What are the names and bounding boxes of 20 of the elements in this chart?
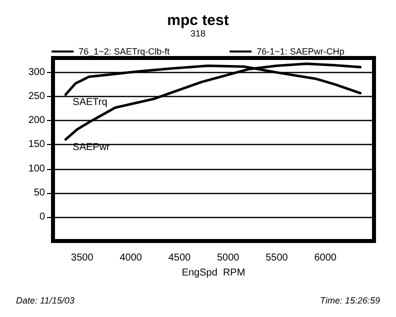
- y-tick-label: 150: [28, 139, 46, 150]
- y-tick-label: 50: [34, 187, 46, 198]
- text: Date: 11/15/03: [16, 296, 74, 306]
- x-axis-title: EngSpd RPM: [182, 267, 246, 278]
- text: Time: 15:26:59: [320, 296, 380, 306]
- x-tick-label: 4500: [168, 252, 192, 264]
- y-tick-label: 100: [28, 163, 46, 174]
- x-tick-label: 4000: [120, 252, 142, 264]
- x-tick-label: 6000: [314, 252, 337, 264]
- chart-subtitle: 318: [190, 28, 206, 38]
- annotation: SAETrq: [72, 97, 108, 108]
- x-tick-label: 5500: [266, 252, 288, 264]
- x-tick-label: 3500: [71, 252, 94, 264]
- y-tick-label: 200: [28, 115, 46, 126]
- y-tick-label: 250: [28, 91, 46, 102]
- y-tick-label: 300: [28, 66, 46, 78]
- legend-label: 76-1~1: SAEPwr-CHp: [256, 46, 344, 56]
- x-tick-label: 5000: [216, 252, 240, 264]
- chart-title: mpc test: [167, 12, 229, 29]
- y-tick-label: 0: [39, 211, 46, 222]
